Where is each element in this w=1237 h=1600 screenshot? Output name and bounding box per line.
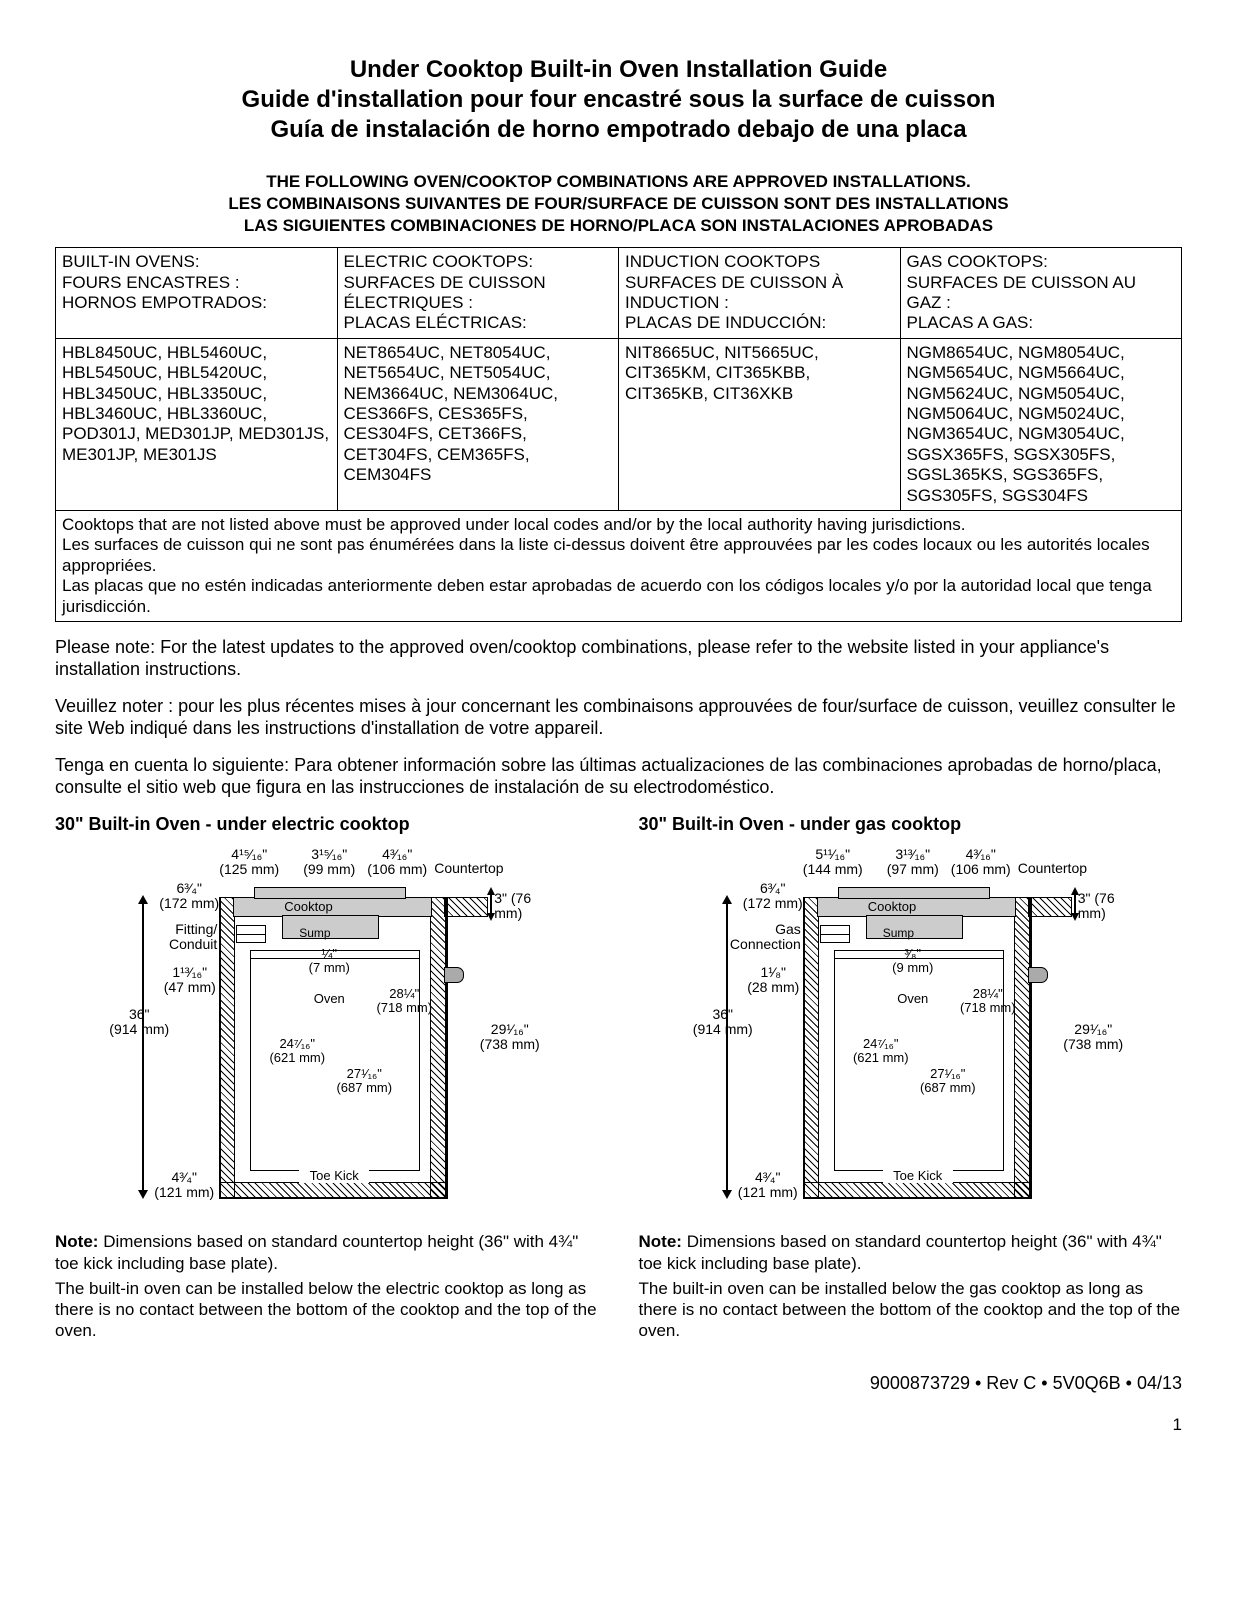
page-title: Under Cooktop Built-in Oven Installation… <box>55 55 1182 145</box>
d-dim4: 27¹⁄₁₆" (687 mm) <box>329 1067 399 1094</box>
please-fr: Veuillez noter : pour les plus récentes … <box>55 695 1182 740</box>
dg-dim4: 27¹⁄₁₆" (687 mm) <box>913 1067 983 1094</box>
col-gas: 30" Built-in Oven - under gas cooktop 5¹… <box>639 813 1183 1342</box>
please-en: Please note: For the latest updates to t… <box>55 636 1182 681</box>
title-fr: Guide d'installation pour four encastré … <box>242 86 996 113</box>
d-dim1: 28¼" (718 mm) <box>374 987 434 1014</box>
dg-top1: 5¹¹⁄₁₆" (144 mm) <box>798 847 868 876</box>
dg-top2: 3¹³⁄₁₆" (97 mm) <box>878 847 948 876</box>
head-electric: 30" Built-in Oven - under electric cookt… <box>55 813 599 836</box>
d-top3: 4³⁄₁₆" (106 mm) <box>362 847 432 876</box>
dg-dim2: 29¹⁄₁₆" (738 mm) <box>1056 1022 1131 1051</box>
dg-left1: 6³⁄₄" (172 mm) <box>743 881 803 910</box>
d-sump: Sump <box>299 927 330 940</box>
approved-fr: LES COMBINAISONS SUIVANTES DE FOUR/SURFA… <box>228 194 1008 213</box>
table-notes: Cooktops that are not listed above must … <box>56 510 1182 621</box>
dg-countertop: Countertop <box>1018 861 1087 876</box>
desc-electric: The built-in oven can be installed below… <box>55 1278 599 1342</box>
d-top1: 4¹⁵⁄₁₆" (125 mm) <box>214 847 284 876</box>
d-left2: Fitting/ Conduit <box>149 922 217 951</box>
please-es: Tenga en cuenta lo siguiente: Para obten… <box>55 754 1182 799</box>
title-en: Under Cooktop Built-in Oven Installation… <box>350 56 887 83</box>
d-top2: 3¹⁵⁄₁₆" (99 mm) <box>294 847 364 876</box>
note-electric: Note: Dimensions based on standard count… <box>55 1231 599 1274</box>
page-num: 1 <box>55 1414 1182 1435</box>
dg-dim1: 28¼" (718 mm) <box>958 987 1018 1014</box>
note-electric-text: Dimensions based on standard countertop … <box>55 1232 578 1272</box>
approved-es: LAS SIGUIENTES COMBINACIONES DE HORNO/PL… <box>244 216 993 235</box>
d-edge-top: 3" (76 mm) <box>494 891 549 920</box>
dg-edge-top: 3" (76 mm) <box>1078 891 1133 920</box>
diagram-gas: 5¹¹⁄₁₆" (144 mm) 3¹³⁄₁₆" (97 mm) 4³⁄₁₆" … <box>688 847 1133 1217</box>
col2-head: ELECTRIC COOKTOPS: SURFACES DE CUISSON É… <box>337 248 619 339</box>
dg-left3: 1¹⁄₈" (28 mm) <box>746 965 801 994</box>
d-cooktop: Cooktop <box>282 900 334 914</box>
head-gas: 30" Built-in Oven - under gas cooktop <box>639 813 1183 836</box>
d-left1: 6³⁄₄" (172 mm) <box>159 881 219 910</box>
col3-body: NIT8665UC, NIT5665UC, CIT365KM, CIT365KB… <box>619 338 901 510</box>
dg-toe: 4³⁄₄" (121 mm) <box>733 1170 803 1199</box>
dg-oven: Oven <box>883 992 943 1006</box>
note-gas: Note: Dimensions based on standard count… <box>639 1231 1183 1274</box>
d-dim3: 24⁷⁄₁₆" (621 mm) <box>262 1037 332 1064</box>
d-left3: 1¹³⁄₁₆" (47 mm) <box>162 965 217 994</box>
approved-en: THE FOLLOWING OVEN/COOKTOP COMBINATIONS … <box>266 172 971 191</box>
d-toe: 4³⁄₄" (121 mm) <box>149 1170 219 1199</box>
col4-body: NGM8654UC, NGM8054UC, NGM5654UC, NGM5664… <box>900 338 1182 510</box>
d-dim2: 29¹⁄₁₆" (738 mm) <box>472 1022 547 1051</box>
dg-toekick: Toe Kick <box>883 1169 953 1183</box>
dg-dim3: 24⁷⁄₁₆" (621 mm) <box>846 1037 916 1064</box>
title-es: Guía de instalación de horno empotrado d… <box>270 116 966 143</box>
combinations-table: BUILT-IN OVENS: FOURS ENCASTRES : HORNOS… <box>55 247 1182 622</box>
table-note-fr: Les surfaces de cuisson qui ne sont pas … <box>62 535 1175 576</box>
col4-head: GAS COOKTOPS: SURFACES DE CUISSON AU GAZ… <box>900 248 1182 339</box>
note-gas-text: Dimensions based on standard countertop … <box>639 1232 1162 1272</box>
table-note-en: Cooktops that are not listed above must … <box>62 515 1175 535</box>
dg-cooktop: Cooktop <box>866 900 918 914</box>
d-height: 36" (914 mm) <box>104 1007 174 1036</box>
col3-head: INDUCTION COOKTOPS SURFACES DE CUISSON À… <box>619 248 901 339</box>
footer: 9000873729 • Rev C • 5V0Q6B • 04/13 <box>55 1372 1182 1395</box>
col-electric: 30" Built-in Oven - under electric cookt… <box>55 813 599 1342</box>
d-gap: ¼" (7 mm) <box>299 947 359 974</box>
d-toekick: Toe Kick <box>299 1169 369 1183</box>
col1-head: BUILT-IN OVENS: FOURS ENCASTRES : HORNOS… <box>56 248 338 339</box>
d-oven: Oven <box>299 992 359 1006</box>
desc-gas: The built-in oven can be installed below… <box>639 1278 1183 1342</box>
table-note-es: Las placas que no estén indicadas anteri… <box>62 576 1175 617</box>
approved-block: THE FOLLOWING OVEN/COOKTOP COMBINATIONS … <box>55 171 1182 237</box>
col1-body: HBL8450UC, HBL5460UC, HBL5450UC, HBL5420… <box>56 338 338 510</box>
dg-top3: 4³⁄₁₆" (106 mm) <box>946 847 1016 876</box>
dg-height: 36" (914 mm) <box>688 1007 758 1036</box>
diagram-electric: 4¹⁵⁄₁₆" (125 mm) 3¹⁵⁄₁₆" (99 mm) 4³⁄₁₆" … <box>104 847 549 1217</box>
col2-body: NET8654UC, NET8054UC, NET5654UC, NET5054… <box>337 338 619 510</box>
d-countertop: Countertop <box>434 861 503 876</box>
dg-gap: ³⁄₈" (9 mm) <box>883 947 943 974</box>
dg-sump: Sump <box>883 927 914 940</box>
